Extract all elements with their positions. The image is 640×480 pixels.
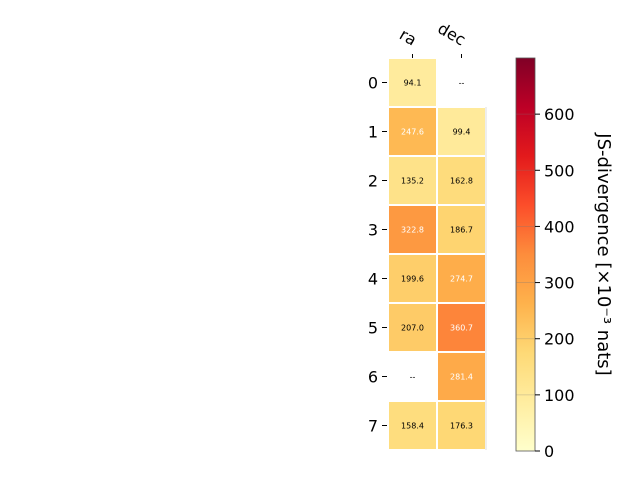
row-label: 7 bbox=[368, 417, 378, 436]
heatmap-cell bbox=[389, 59, 436, 106]
heatmap-cell bbox=[438, 108, 485, 155]
heatmap-cell bbox=[438, 353, 485, 400]
colorbar-tick-label: 100 bbox=[544, 386, 575, 405]
colorbar-tick-label: 400 bbox=[544, 217, 575, 236]
cell-value-label: -- bbox=[459, 79, 465, 88]
cell-value-label: 99.4 bbox=[453, 128, 471, 137]
heatmap-cell bbox=[438, 304, 485, 351]
cell-value-label: 186.7 bbox=[450, 226, 473, 235]
heatmap-cell bbox=[389, 157, 436, 204]
colorbar-label: JS-divergence [×10⁻³ nats] bbox=[593, 132, 614, 375]
cell-value-label: 176.3 bbox=[450, 422, 473, 431]
cell-value-label: 158.4 bbox=[401, 422, 424, 431]
row-label: 5 bbox=[368, 319, 378, 338]
cell-value-label: 274.7 bbox=[450, 275, 473, 284]
row-label: 6 bbox=[368, 368, 378, 387]
cell-value-label: 94.1 bbox=[404, 79, 422, 88]
cell-value-label: -- bbox=[410, 373, 416, 382]
column-label: ra bbox=[396, 25, 420, 50]
colorbar: 0 100 200 300 400 500 600 JS-divergence [×10⁻³ … bbox=[515, 57, 614, 461]
colorbar-tick-label: 200 bbox=[544, 330, 575, 349]
row-label: 4 bbox=[368, 270, 378, 289]
heatmap-cell bbox=[389, 255, 436, 302]
heatmap-cell bbox=[389, 402, 436, 449]
cell-value-label: 135.2 bbox=[401, 177, 424, 186]
cell-value-label: 360.7 bbox=[450, 324, 473, 333]
heatmap-cell bbox=[438, 255, 485, 302]
heatmap-cell bbox=[389, 304, 436, 351]
cell-value-label: 199.6 bbox=[401, 275, 424, 284]
cell-value-label: 281.4 bbox=[450, 373, 473, 382]
heatmap-cell bbox=[389, 206, 436, 253]
column-label: dec bbox=[435, 19, 469, 50]
row-label: 2 bbox=[368, 172, 378, 191]
heatmap-grid: ra dec 0 94.1 -- 1 247.6 99.4 2 135.2 162.8 3 322.8 1… bbox=[368, 19, 487, 450]
row-label: 3 bbox=[368, 221, 378, 240]
row-label: 0 bbox=[368, 74, 378, 93]
colorbar-tick-label: 600 bbox=[544, 105, 575, 124]
heatmap-cell bbox=[389, 108, 436, 155]
colorbar-tick-label: 0 bbox=[544, 442, 554, 461]
heatmap-cell bbox=[438, 206, 485, 253]
cell-value-label: 247.6 bbox=[401, 128, 424, 137]
colorbar-gradient bbox=[515, 57, 536, 452]
colorbar-tick-label: 300 bbox=[544, 274, 575, 293]
heatmap-cell bbox=[438, 157, 485, 204]
cell-value-label: 207.0 bbox=[401, 324, 424, 333]
cell-value-label: 322.8 bbox=[401, 226, 424, 235]
colorbar-tick-label: 500 bbox=[544, 161, 575, 180]
heatmap-cell bbox=[438, 402, 485, 449]
row-label: 1 bbox=[368, 123, 378, 142]
cell-value-label: 162.8 bbox=[450, 177, 473, 186]
